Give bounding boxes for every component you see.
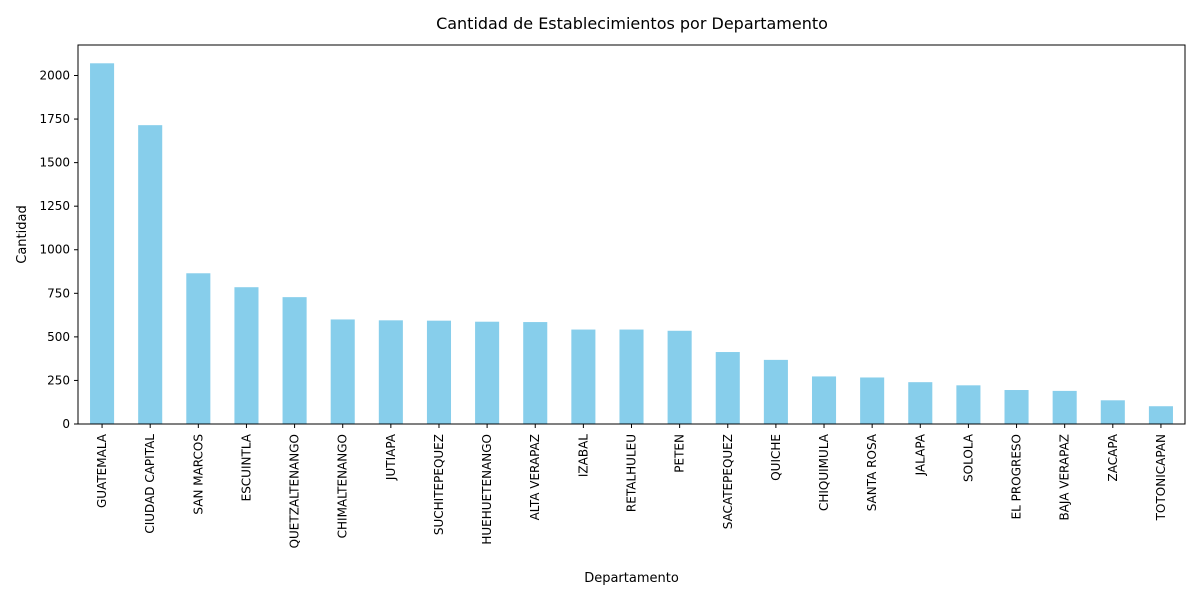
x-tick-label: CIUDAD CAPITAL <box>143 434 157 534</box>
x-tick-label: JUTIAPA <box>384 433 398 481</box>
bar-jutiapa <box>378 320 403 424</box>
x-tick-label: JALAPA <box>913 433 927 476</box>
x-tick-label: RETALHULEU <box>625 434 639 512</box>
x-tick-label: ZACAPA <box>1106 433 1120 481</box>
y-tick-label: 2000 <box>39 68 70 82</box>
bars-group <box>90 63 1173 425</box>
y-tick-label: 1750 <box>39 112 70 126</box>
x-axis-label: Departamento <box>584 571 679 586</box>
y-tick-label: 500 <box>47 330 70 344</box>
x-tick-label: BAJA VERAPAZ <box>1058 434 1072 521</box>
bar-solola <box>956 385 981 424</box>
x-tick-label: PETEN <box>673 434 687 473</box>
bar-santa-rosa <box>860 377 885 424</box>
bar-quetzaltenango <box>282 297 307 424</box>
y-axis: 0 250 500 750 1000 1250 1500 1750 2000 <box>39 68 78 431</box>
x-tick-label: ALTA VERAPAZ <box>528 434 542 520</box>
bar-suchitepequez <box>426 320 452 424</box>
x-tick-label: SANTA ROSA <box>865 433 879 511</box>
y-axis-label: Cantidad <box>15 205 30 263</box>
y-tick-label: 0 <box>62 417 70 431</box>
bar-retalhuleu <box>619 329 644 424</box>
x-tick-label: SOLOLA <box>961 433 975 482</box>
x-tick-label: TOTONICAPAN <box>1154 434 1168 521</box>
bar-peten <box>667 330 692 424</box>
bar-zacapa <box>1100 400 1125 424</box>
x-tick-label: EL PROGRESO <box>1010 434 1024 519</box>
bar-el-progreso <box>1004 390 1029 424</box>
bar-chiquimula <box>811 376 837 424</box>
x-tick-label: ESCUINTLA <box>239 433 253 501</box>
y-tick-label: 750 <box>47 286 70 300</box>
x-tick-label: QUICHE <box>769 434 783 481</box>
y-tick-label: 1500 <box>39 156 70 170</box>
x-tick-label: QUETZALTENANGO <box>288 434 302 548</box>
bar-alta-verapaz <box>523 322 548 424</box>
bar-sacatepequez <box>715 352 740 424</box>
x-tick-label: CHIQUIMULA <box>817 433 831 511</box>
x-tick-label: SUCHITEPEQUEZ <box>432 434 446 535</box>
bar-jalapa <box>908 382 933 424</box>
chart-title: Cantidad de Establecimientos por Departa… <box>436 14 828 33</box>
bar-quiche <box>763 359 788 424</box>
x-tick-label: SAN MARCOS <box>191 434 205 515</box>
bar-san-marcos <box>186 273 211 424</box>
x-tick-label: SACATEPEQUEZ <box>721 434 735 529</box>
bar-totonicapan <box>1148 406 1173 424</box>
bar-ciudad-capital <box>138 125 163 425</box>
x-axis: GUATEMALA CIUDAD CAPITAL SAN MARCOS ESCUINT… <box>95 424 1168 548</box>
bar-baja-verapaz <box>1052 390 1077 424</box>
bar-izabal <box>571 329 596 424</box>
x-tick-label: GUATEMALA <box>95 433 109 508</box>
y-tick-label: 1000 <box>39 243 70 257</box>
y-tick-label: 1250 <box>39 199 70 213</box>
x-tick-label: CHIMALTENANGO <box>336 434 350 538</box>
x-tick-label: HUEHUETENANGO <box>480 434 494 545</box>
bar-huehuetenango <box>475 321 500 424</box>
y-tick-label: 250 <box>47 373 70 387</box>
bar-guatemala <box>90 63 115 425</box>
bar-chimaltenango <box>330 319 355 424</box>
bar-escuintla <box>234 287 259 424</box>
x-tick-label: IZABAL <box>576 434 590 477</box>
plot-frame <box>77 44 1186 425</box>
